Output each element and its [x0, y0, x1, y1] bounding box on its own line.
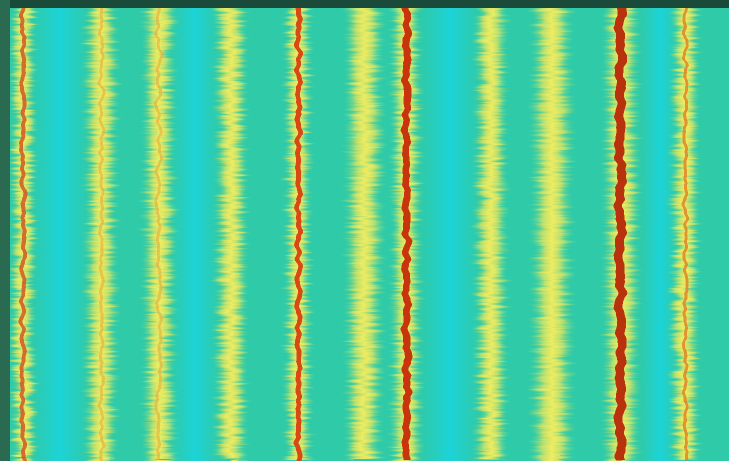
core [21, 0, 25, 461]
core [157, 0, 160, 461]
cyan-band [420, 0, 480, 461]
left-border [0, 0, 10, 461]
heatmap-image [0, 0, 729, 461]
cyan-band [30, 0, 90, 461]
page: Striped heatmap {} html, body { margin: … [0, 0, 729, 461]
core [100, 0, 103, 461]
cyan-band [170, 0, 220, 461]
core [684, 0, 687, 461]
stripe [214, 0, 248, 461]
stripe [344, 0, 384, 461]
stripe [474, 0, 508, 461]
stripe [530, 0, 574, 461]
page-body [0, 0, 729, 461]
core [403, 0, 410, 461]
core [616, 0, 625, 461]
core [296, 0, 301, 461]
top-border [0, 0, 729, 8]
